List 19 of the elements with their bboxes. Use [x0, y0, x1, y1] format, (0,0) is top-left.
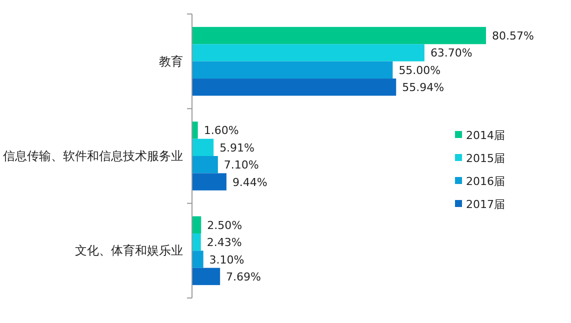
data-label: 7.10%: [224, 158, 259, 172]
data-label: 5.91%: [220, 141, 255, 154]
y-tick-label: 教育: [159, 54, 183, 68]
legend-label: 2016届: [466, 175, 505, 188]
y-tick-label: 信息传输、软件和信息技术服务业: [3, 149, 183, 163]
data-label: 55.00%: [398, 64, 441, 77]
data-label: 80.57%: [492, 30, 534, 43]
legend-label: 2017届: [466, 198, 505, 211]
data-label: 55.94%: [402, 81, 444, 94]
data-label: 1.60%: [204, 124, 239, 138]
data-label: 9.44%: [232, 176, 268, 189]
data-label: 3.10%: [209, 253, 244, 266]
data-label: 2.43%: [206, 236, 242, 250]
legend-label: 2015届: [466, 152, 505, 165]
data-label: 63.70%: [430, 46, 472, 60]
legend-label: 2014届: [466, 129, 505, 142]
data-label: 7.69%: [226, 270, 262, 284]
y-tick-label: 文化、体育和娱乐业: [75, 244, 183, 258]
data-label: 2.50%: [207, 218, 242, 232]
